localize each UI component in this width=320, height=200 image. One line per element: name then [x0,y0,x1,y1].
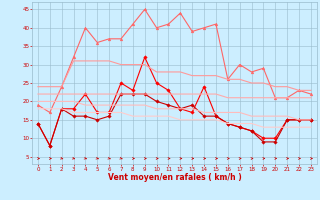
X-axis label: Vent moyen/en rafales ( km/h ): Vent moyen/en rafales ( km/h ) [108,173,241,182]
